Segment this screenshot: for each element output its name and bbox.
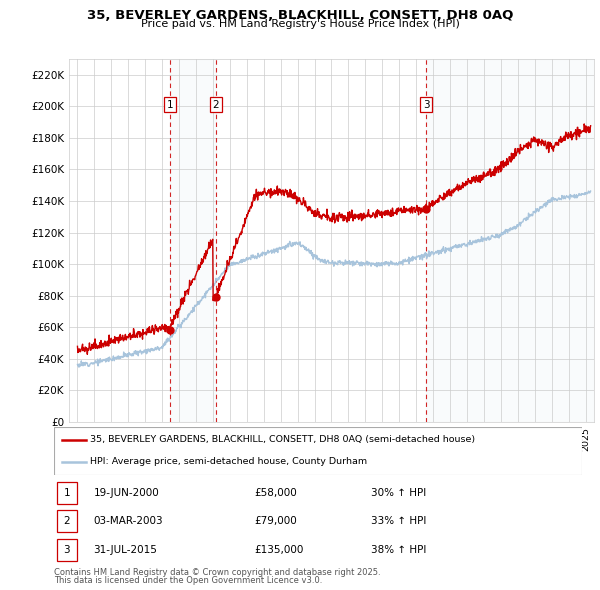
Text: £79,000: £79,000: [254, 516, 298, 526]
Bar: [426, 59, 594, 422]
Text: 2: 2: [212, 100, 219, 110]
Text: 19-JUN-2000: 19-JUN-2000: [94, 489, 160, 499]
Bar: [56, 482, 77, 504]
Bar: [56, 539, 77, 561]
Bar: [170, 59, 216, 422]
Text: 3: 3: [422, 100, 430, 110]
Text: 3: 3: [64, 545, 70, 555]
Text: 2: 2: [64, 516, 70, 526]
Text: 38% ↑ HPI: 38% ↑ HPI: [371, 545, 426, 555]
Text: 33% ↑ HPI: 33% ↑ HPI: [371, 516, 426, 526]
Text: HPI: Average price, semi-detached house, County Durham: HPI: Average price, semi-detached house,…: [90, 457, 367, 466]
Bar: [56, 510, 77, 532]
Text: 1: 1: [64, 489, 70, 499]
Text: 35, BEVERLEY GARDENS, BLACKHILL, CONSETT, DH8 0AQ (semi-detached house): 35, BEVERLEY GARDENS, BLACKHILL, CONSETT…: [90, 435, 475, 444]
Text: 03-MAR-2003: 03-MAR-2003: [94, 516, 163, 526]
Text: 1: 1: [167, 100, 173, 110]
Text: Price paid vs. HM Land Registry's House Price Index (HPI): Price paid vs. HM Land Registry's House …: [140, 19, 460, 30]
Text: Contains HM Land Registry data © Crown copyright and database right 2025.: Contains HM Land Registry data © Crown c…: [54, 568, 380, 576]
Text: 31-JUL-2015: 31-JUL-2015: [94, 545, 157, 555]
Text: 35, BEVERLEY GARDENS, BLACKHILL, CONSETT, DH8 0AQ: 35, BEVERLEY GARDENS, BLACKHILL, CONSETT…: [87, 9, 513, 22]
Text: This data is licensed under the Open Government Licence v3.0.: This data is licensed under the Open Gov…: [54, 576, 322, 585]
Text: 30% ↑ HPI: 30% ↑ HPI: [371, 489, 426, 499]
Text: £135,000: £135,000: [254, 545, 304, 555]
Text: £58,000: £58,000: [254, 489, 298, 499]
